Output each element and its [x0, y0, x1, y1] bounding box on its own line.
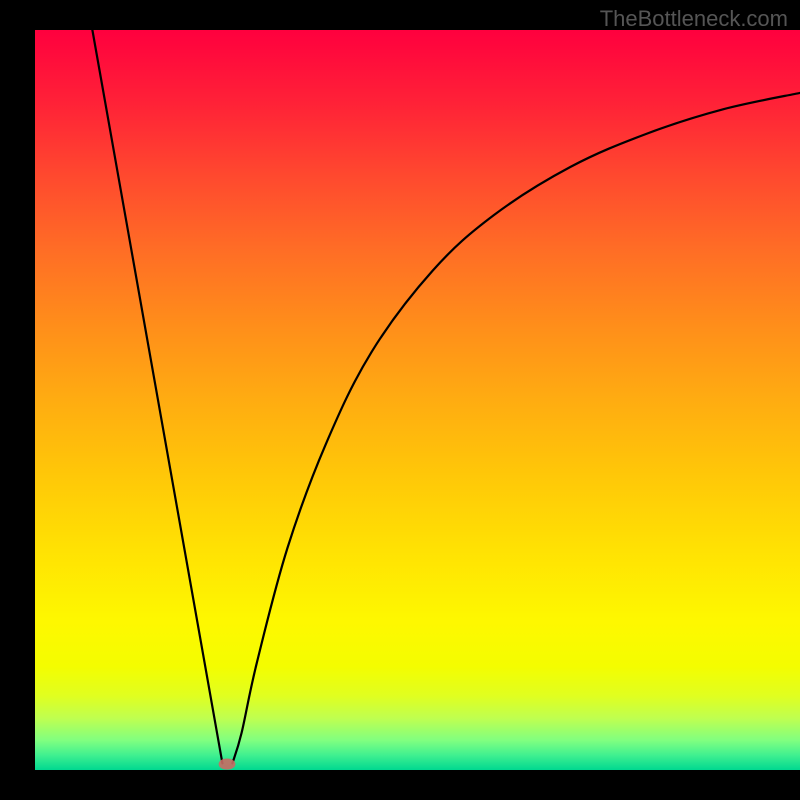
vertex-marker — [219, 759, 236, 770]
gradient-background — [35, 30, 800, 770]
watermark-text: TheBottleneck.com — [600, 6, 788, 32]
bottleneck-curve-chart — [0, 0, 800, 800]
chart-container: { "watermark": { "text": "TheBottleneck.… — [0, 0, 800, 800]
